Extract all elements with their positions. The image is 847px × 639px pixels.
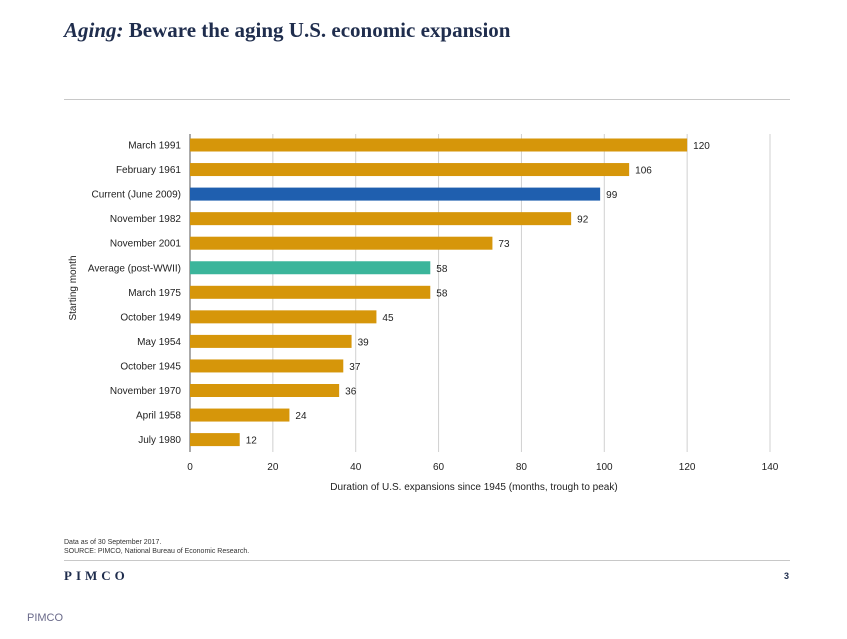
x-tick-label: 80 — [516, 462, 528, 473]
category-label: April 1958 — [136, 411, 181, 422]
bar — [190, 384, 339, 397]
bar — [190, 212, 571, 225]
bar — [190, 139, 687, 152]
bar — [190, 286, 430, 299]
category-label: March 1991 — [128, 141, 181, 152]
data-label: 58 — [436, 288, 448, 299]
category-label: November 2001 — [110, 239, 182, 250]
watermark-text: PIMCO — [27, 612, 63, 624]
data-label: 58 — [436, 264, 448, 275]
category-label: March 1975 — [128, 288, 181, 299]
data-label: 120 — [693, 141, 710, 152]
x-tick-label: 100 — [596, 462, 613, 473]
bar — [190, 188, 600, 201]
bar — [190, 310, 376, 323]
data-label: 45 — [382, 313, 394, 324]
data-label: 36 — [345, 387, 357, 398]
category-label: February 1961 — [116, 165, 181, 176]
bar — [190, 163, 629, 176]
bar — [190, 335, 352, 348]
x-tick-label: 40 — [350, 462, 362, 473]
footnote-source: SOURCE: PIMCO, National Bureau of Econom… — [64, 548, 249, 555]
data-label: 106 — [635, 166, 652, 177]
data-label: 73 — [498, 239, 510, 250]
x-tick-label: 20 — [267, 462, 279, 473]
page-number: 3 — [784, 571, 789, 581]
data-label: 12 — [246, 436, 258, 447]
data-label: 24 — [295, 411, 307, 422]
category-label: November 1982 — [110, 214, 182, 225]
category-label: Average (post-WWII) — [88, 263, 181, 274]
bar — [190, 237, 492, 250]
data-label: 92 — [577, 215, 589, 226]
data-label: 39 — [358, 337, 370, 348]
y-axis-label: Starting month — [68, 255, 79, 320]
pimco-logo: PIMCO — [64, 568, 129, 584]
bar — [190, 359, 343, 372]
bar — [190, 409, 289, 422]
category-label: Current (June 2009) — [92, 190, 182, 201]
category-label: July 1980 — [138, 435, 181, 446]
x-tick-label: 60 — [433, 462, 445, 473]
category-label: November 1970 — [110, 386, 182, 397]
category-label: October 1949 — [120, 312, 181, 323]
footnote-date: Data as of 30 September 2017. — [64, 539, 161, 546]
x-tick-label: 0 — [187, 462, 193, 473]
x-axis-label: Duration of U.S. expansions since 1945 (… — [330, 482, 617, 493]
x-tick-label: 120 — [679, 462, 696, 473]
data-label: 37 — [349, 362, 361, 373]
bar — [190, 433, 240, 446]
category-label: May 1954 — [137, 337, 181, 348]
data-label: 99 — [606, 190, 618, 201]
bar — [190, 261, 430, 274]
x-tick-label: 140 — [762, 462, 779, 473]
category-label: October 1945 — [120, 361, 181, 372]
bottom-divider — [64, 560, 790, 561]
